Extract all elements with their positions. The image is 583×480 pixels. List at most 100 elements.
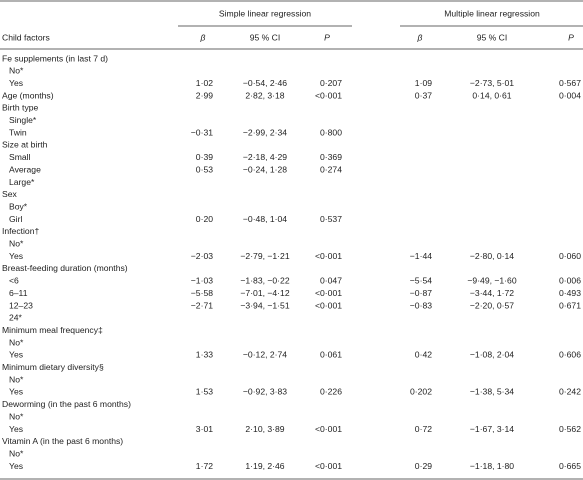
factor-label: Vitamin A (in the past 6 months) (2, 436, 123, 446)
level-label: <6 (9, 276, 19, 286)
cell: −0·54, 2·46 (243, 78, 287, 88)
cell: −7·01, −4·12 (240, 288, 289, 298)
cell: 0·39 (196, 152, 213, 162)
cell: 0·060 (559, 251, 581, 261)
level-label: Large* (9, 177, 35, 187)
level-label: No* (9, 411, 24, 421)
cell: 0·274 (320, 164, 342, 174)
cell: 0·53 (196, 164, 213, 174)
group-header: Multiple linear regression (444, 8, 540, 18)
level-label: No* (9, 66, 24, 76)
cell: −0·83 (410, 300, 432, 310)
cell: 0·72 (415, 424, 432, 434)
cell: 2·99 (196, 90, 213, 100)
column-header: 95 % CI (250, 32, 281, 42)
factor-label: Fe supplements (in last 7 d) (2, 53, 108, 63)
cell: 0·800 (320, 127, 342, 137)
column-header: Child factors (2, 32, 50, 42)
cell: 1·53 (196, 387, 213, 397)
cell: −1·08, 2·04 (470, 350, 514, 360)
factor-label: Breast-feeding duration (months) (2, 263, 128, 273)
cell: −1·03 (191, 276, 213, 286)
cell: −2·99, 2·34 (243, 127, 287, 137)
cell: −1·38, 5·34 (470, 387, 514, 397)
cell: <0·001 (315, 461, 342, 471)
cell: −5·58 (191, 288, 213, 298)
cell: 0·202 (410, 387, 432, 397)
cell: 0·369 (320, 152, 342, 162)
level-label: No* (9, 337, 24, 347)
factor-label: Age (months) (2, 90, 54, 100)
cell: 0·37 (415, 90, 432, 100)
level-label: Yes (9, 387, 23, 397)
level-label: Yes (9, 78, 23, 88)
column-header: P (324, 32, 330, 42)
column-header: P (568, 32, 574, 42)
cell: −1·83, −0·22 (240, 276, 289, 286)
cell: 0·242 (559, 387, 581, 397)
cell: −2·73, 5·01 (470, 78, 514, 88)
cell: 2·10, 3·89 (245, 424, 284, 434)
level-label: 24* (9, 313, 23, 323)
level-label: No* (9, 374, 24, 384)
cell: −0·12, 2·74 (243, 350, 287, 360)
cell: 3·01 (196, 424, 213, 434)
cell: −2·79, −1·21 (240, 251, 289, 261)
cell: 0·226 (320, 387, 342, 397)
cell: 0·29 (415, 461, 432, 471)
cell: 1·72 (196, 461, 213, 471)
cell: −2·80, 0·14 (470, 251, 514, 261)
level-label: 6–11 (9, 288, 28, 298)
level-label: Twin (9, 127, 27, 137)
cell: −2·71 (191, 300, 213, 310)
factor-label: Birth type (2, 103, 39, 113)
cell: 0·20 (196, 214, 213, 224)
factor-label: Deworming (in the past 6 months) (2, 399, 131, 409)
cell: 0·004 (559, 90, 581, 100)
cell: 0·671 (559, 300, 581, 310)
level-label: Yes (9, 424, 23, 434)
cell: 1·19, 2·46 (245, 461, 284, 471)
cell: 0·207 (320, 78, 342, 88)
cell: 2·82, 3·18 (245, 90, 284, 100)
factor-label: Minimum dietary diversity§ (2, 362, 104, 372)
level-label: No* (9, 448, 24, 458)
cell: −1·18, 1·80 (470, 461, 514, 471)
cell: 0·493 (559, 288, 581, 298)
cell: 0·567 (559, 78, 581, 88)
level-label: 12–23 (9, 300, 33, 310)
level-label: Average (9, 164, 41, 174)
cell: 0·061 (320, 350, 342, 360)
cell: −9·49, −1·60 (467, 276, 516, 286)
cell: 0·606 (559, 350, 581, 360)
cell: −2·18, 4·29 (243, 152, 287, 162)
cell: 0·42 (415, 350, 432, 360)
level-label: Girl (9, 214, 22, 224)
level-label: Yes (9, 350, 23, 360)
cell: 0·537 (320, 214, 342, 224)
cell: <0·001 (315, 300, 342, 310)
cell: −0·31 (191, 127, 213, 137)
cell: −2·20, 0·57 (470, 300, 514, 310)
cell: −0·48, 1·04 (243, 214, 287, 224)
cell: <0·001 (315, 424, 342, 434)
cell: 1·33 (196, 350, 213, 360)
level-label: Small (9, 152, 31, 162)
factor-label: Size at birth (2, 140, 48, 150)
level-label: Yes (9, 251, 23, 261)
column-header: β (417, 32, 423, 42)
factor-label: Sex (2, 189, 18, 199)
cell: −3·44, 1·72 (470, 288, 514, 298)
cell: <0·001 (315, 251, 342, 261)
cell: −1·67, 3·14 (470, 424, 514, 434)
level-label: Boy* (9, 201, 28, 211)
cell: −0·24, 1·28 (243, 164, 287, 174)
cell: 1·09 (415, 78, 432, 88)
cell: 0·562 (559, 424, 581, 434)
cell: 0·006 (559, 276, 581, 286)
cell: <0·001 (315, 90, 342, 100)
group-header: Simple linear regression (219, 8, 311, 18)
cell: −0·92, 3·83 (243, 387, 287, 397)
factor-label: Minimum meal frequency‡ (2, 325, 103, 335)
